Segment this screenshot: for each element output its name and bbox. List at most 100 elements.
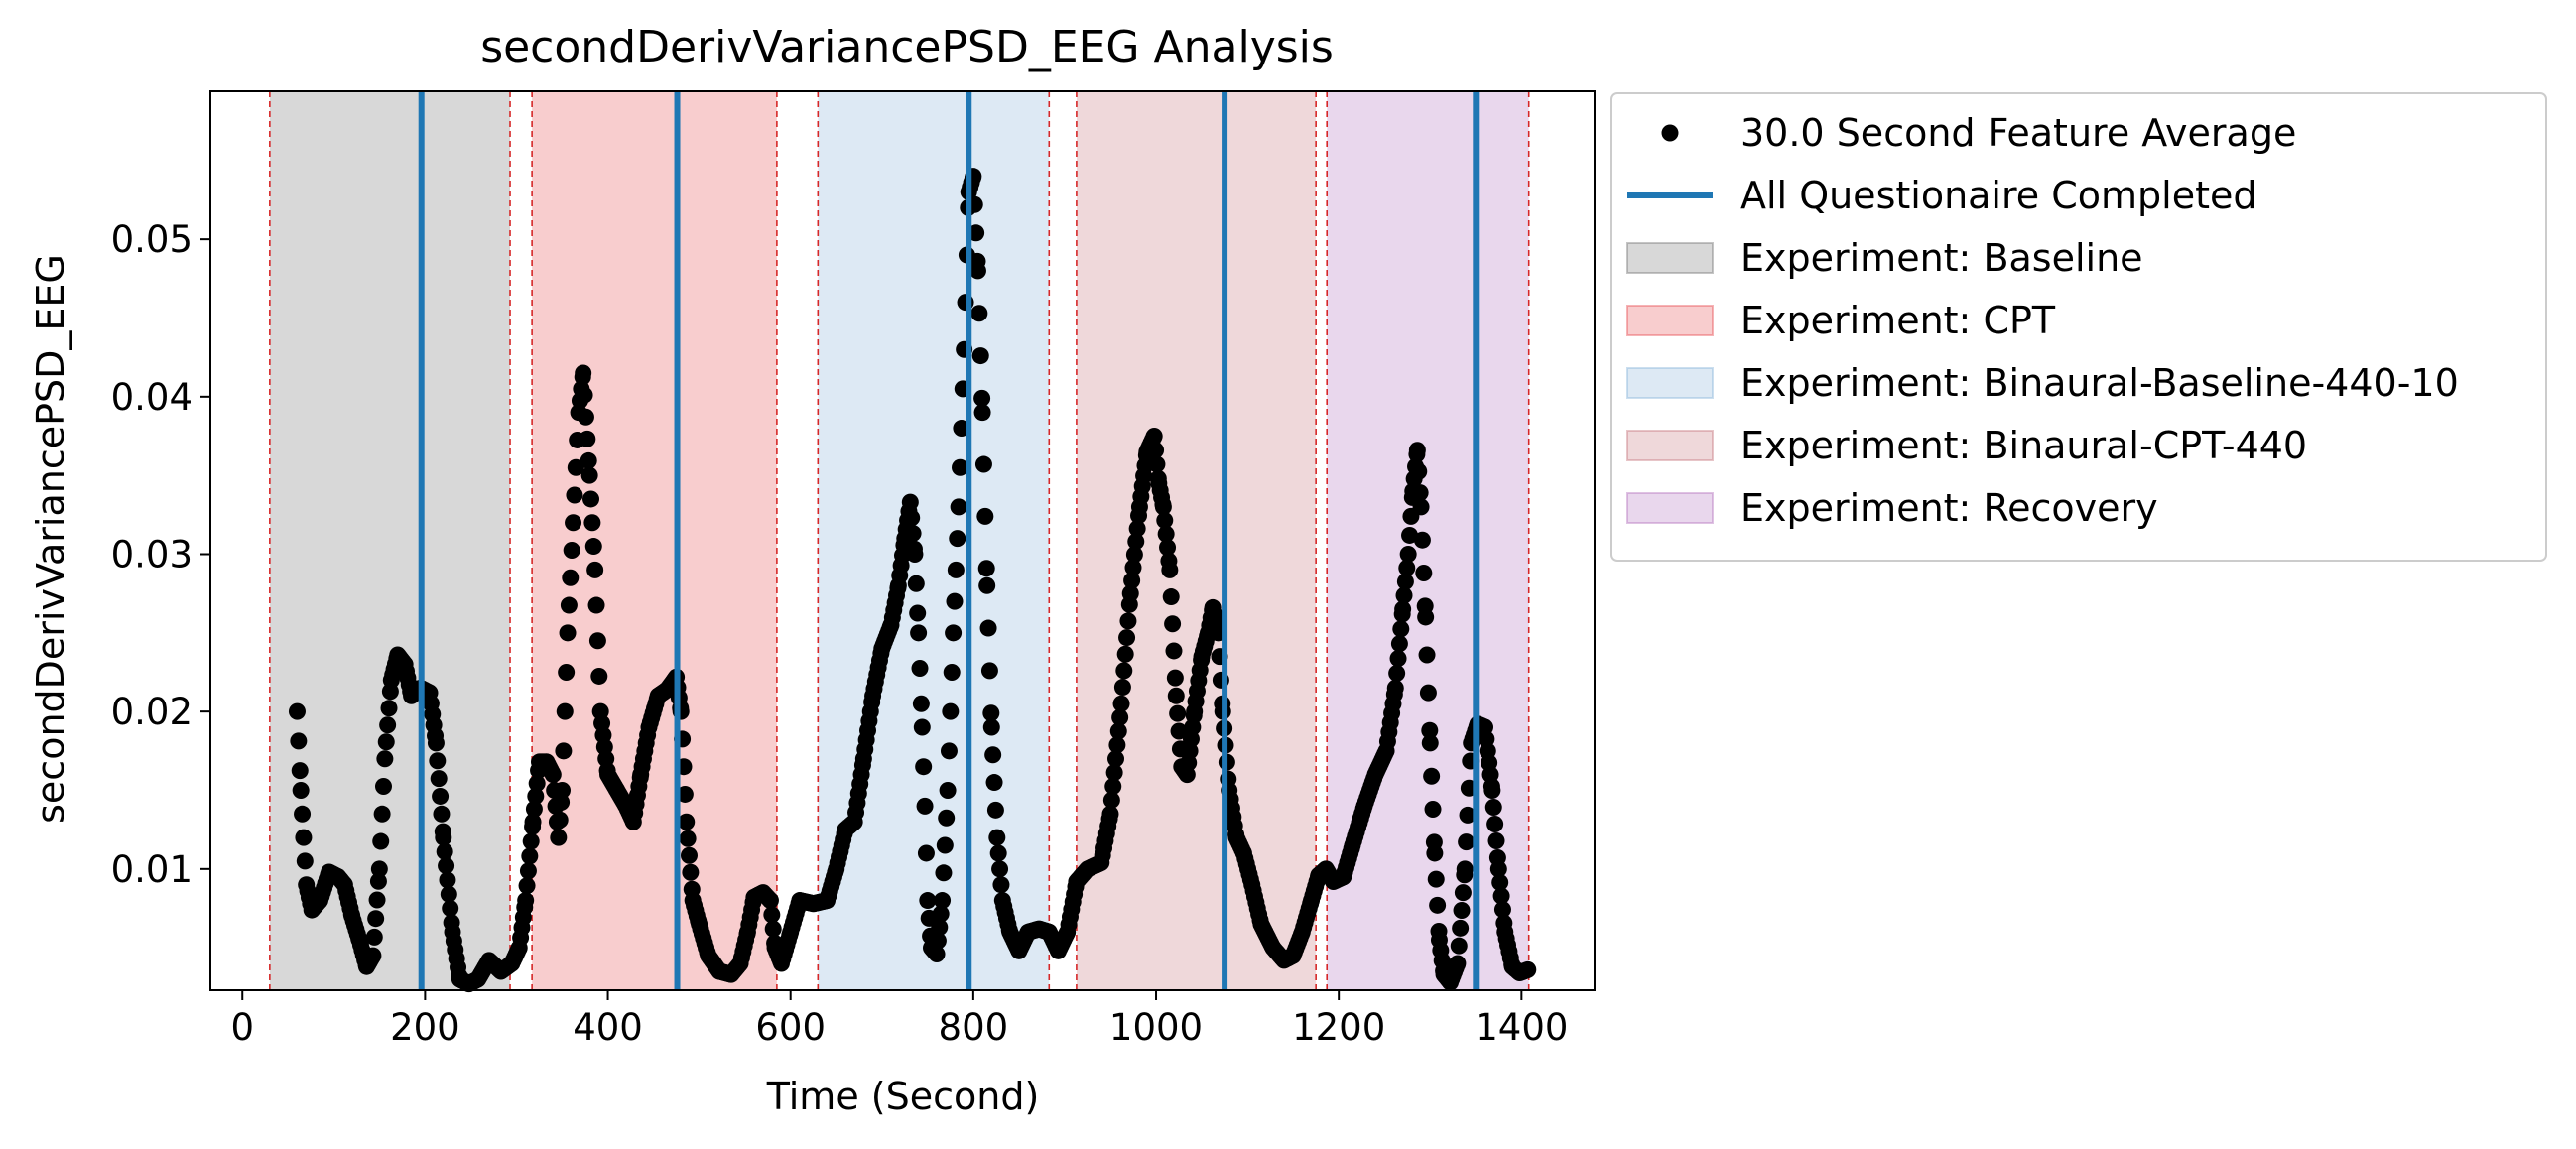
data-point bbox=[761, 892, 779, 910]
data-point bbox=[1169, 704, 1187, 722]
data-point bbox=[991, 860, 1009, 878]
data-point bbox=[1121, 584, 1139, 602]
data-point bbox=[288, 702, 306, 720]
data-point bbox=[936, 836, 954, 854]
data-point bbox=[1395, 586, 1413, 604]
data-point bbox=[1392, 620, 1410, 638]
data-point bbox=[1410, 462, 1428, 480]
questionnaire-lines bbox=[418, 91, 1480, 990]
data-point bbox=[1396, 573, 1414, 590]
data-point bbox=[544, 766, 562, 784]
data-point bbox=[583, 514, 601, 532]
data-point bbox=[1148, 455, 1166, 473]
data-point bbox=[985, 774, 1003, 792]
data-point bbox=[550, 829, 568, 846]
y-tick-label: 0.01 bbox=[111, 848, 193, 891]
data-point bbox=[566, 486, 583, 504]
data-point bbox=[1108, 736, 1126, 754]
data-point bbox=[577, 408, 594, 426]
data-point bbox=[1452, 919, 1470, 937]
data-point bbox=[290, 732, 308, 750]
data-point bbox=[559, 624, 577, 642]
data-point bbox=[928, 946, 946, 963]
chart-title: secondDerivVariancePSD_EEG Analysis bbox=[480, 22, 1334, 72]
data-point bbox=[521, 847, 539, 865]
data-point bbox=[1487, 831, 1505, 849]
data-point bbox=[576, 386, 593, 404]
data-point bbox=[973, 404, 991, 422]
data-point bbox=[292, 781, 310, 799]
data-point bbox=[1166, 669, 1184, 687]
data-point bbox=[590, 667, 608, 685]
data-point bbox=[1418, 646, 1436, 664]
data-point bbox=[1458, 833, 1476, 851]
data-point bbox=[935, 864, 953, 882]
data-point bbox=[524, 813, 542, 830]
data-point bbox=[950, 498, 967, 516]
data-point bbox=[986, 801, 1004, 819]
data-point bbox=[1128, 520, 1146, 538]
data-point bbox=[1424, 801, 1442, 819]
data-point bbox=[563, 542, 580, 560]
data-point bbox=[764, 920, 782, 938]
data-point bbox=[938, 809, 956, 827]
data-point bbox=[579, 430, 596, 447]
y-axis-ticks: 0.01 0.02 0.03 0.04 0.05 bbox=[111, 218, 210, 891]
data-point bbox=[433, 805, 451, 823]
data-point bbox=[1423, 767, 1441, 785]
data-point bbox=[929, 932, 947, 950]
data-point bbox=[1118, 629, 1136, 647]
data-point bbox=[430, 770, 448, 788]
data-point bbox=[910, 624, 928, 642]
data-point bbox=[984, 746, 1002, 764]
data-point bbox=[676, 785, 694, 803]
data-point bbox=[438, 857, 455, 875]
legend: 30.0 Second Feature Average All Questiona… bbox=[1610, 92, 2547, 562]
data-point bbox=[1411, 484, 1429, 502]
data-point bbox=[575, 364, 592, 382]
phase-regions bbox=[269, 91, 1529, 990]
data-point bbox=[440, 885, 457, 903]
data-point bbox=[1399, 545, 1417, 563]
data-point bbox=[365, 928, 383, 946]
data-point bbox=[1125, 546, 1143, 564]
data-point bbox=[911, 660, 929, 678]
data-point bbox=[586, 561, 604, 578]
data-point bbox=[1519, 960, 1537, 978]
data-point bbox=[587, 596, 605, 614]
data-point bbox=[1127, 533, 1145, 551]
data-point bbox=[517, 892, 535, 910]
data-point bbox=[580, 451, 597, 469]
legend-label: All Questionaire Completed bbox=[1740, 174, 2257, 217]
data-point bbox=[971, 347, 989, 365]
data-point bbox=[982, 704, 1000, 722]
data-point bbox=[1456, 860, 1474, 878]
data-point bbox=[1492, 887, 1510, 905]
data-point bbox=[1390, 635, 1408, 653]
data-point bbox=[1145, 427, 1163, 445]
data-point bbox=[978, 576, 996, 594]
data-point bbox=[374, 778, 392, 796]
data-point bbox=[1113, 679, 1131, 697]
data-point bbox=[946, 592, 964, 610]
data-point bbox=[1429, 896, 1447, 914]
data-point bbox=[1389, 650, 1407, 668]
data-point bbox=[427, 734, 445, 752]
data-point bbox=[588, 632, 606, 650]
data-point bbox=[294, 805, 312, 823]
data-point bbox=[903, 509, 921, 527]
data-point bbox=[1483, 781, 1501, 799]
y-tick-label: 0.05 bbox=[111, 218, 193, 261]
data-point bbox=[977, 560, 995, 577]
legend-label: Experiment: Recovery bbox=[1740, 486, 2158, 530]
data-point bbox=[992, 876, 1010, 894]
data-point bbox=[377, 733, 395, 751]
data-point bbox=[518, 877, 536, 895]
data-point bbox=[934, 892, 952, 910]
data-point bbox=[931, 919, 949, 937]
data-point bbox=[1419, 684, 1437, 702]
plot-frame bbox=[209, 90, 1596, 991]
data-point bbox=[519, 862, 537, 880]
data-point bbox=[556, 702, 574, 720]
